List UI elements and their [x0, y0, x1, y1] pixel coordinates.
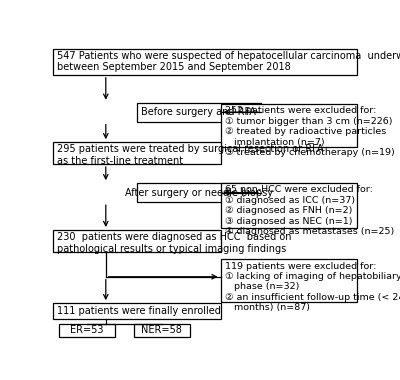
Text: 65 non-HCC were excluded for:
① diagnosed as ICC (n=37)
② diagnosed as FNH (n=2): 65 non-HCC were excluded for: ① diagnose… — [224, 185, 394, 236]
Text: 252 patients were excluded for:
① tumor bigger than 3 cm (n=226)
② treated by ra: 252 patients were excluded for: ① tumor … — [224, 106, 394, 157]
Text: 230  patients were diagnosed as HCC  based on
pathological results or typical im: 230 patients were diagnosed as HCC based… — [57, 232, 292, 254]
FancyBboxPatch shape — [53, 230, 220, 252]
FancyBboxPatch shape — [59, 324, 115, 337]
FancyBboxPatch shape — [137, 103, 261, 122]
FancyBboxPatch shape — [220, 183, 357, 228]
Text: NER=58: NER=58 — [141, 325, 182, 335]
FancyBboxPatch shape — [134, 324, 190, 337]
FancyBboxPatch shape — [53, 303, 220, 319]
FancyBboxPatch shape — [220, 259, 357, 302]
FancyBboxPatch shape — [137, 183, 261, 202]
FancyBboxPatch shape — [53, 49, 357, 75]
Text: Before surgery and RFA: Before surgery and RFA — [141, 107, 256, 117]
Text: 547 Patients who were suspected of hepatocellular carcinoma  underwent preoperat: 547 Patients who were suspected of hepat… — [57, 51, 400, 73]
FancyBboxPatch shape — [53, 142, 220, 164]
Text: 295 patients were treated by surgical resection or RFA
as the first-line treatme: 295 patients were treated by surgical re… — [57, 144, 324, 166]
Text: 111 patients were finally enrolled: 111 patients were finally enrolled — [57, 306, 221, 316]
Text: 119 patients were excluded for:
① lacking of imaging of hepatobiliary
   phase (: 119 patients were excluded for: ① lackin… — [224, 261, 400, 312]
Text: After surgery or needle biopsy: After surgery or needle biopsy — [125, 188, 273, 198]
FancyBboxPatch shape — [220, 104, 357, 147]
Text: ER=53: ER=53 — [70, 325, 104, 335]
